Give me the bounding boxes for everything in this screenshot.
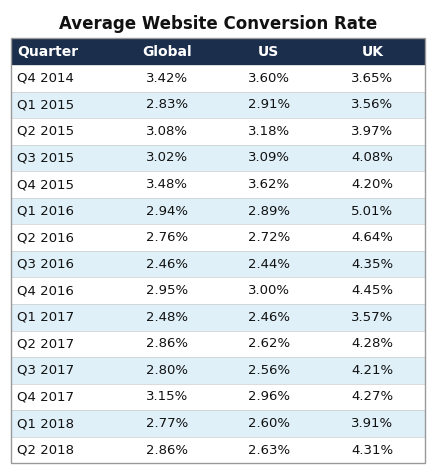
Text: Q2 2016: Q2 2016: [17, 231, 74, 244]
Text: 2.56%: 2.56%: [248, 364, 290, 377]
Bar: [11, 251, 425, 278]
Text: 2.76%: 2.76%: [146, 231, 188, 244]
Text: Q2 2017: Q2 2017: [17, 337, 74, 350]
Bar: [11, 331, 425, 357]
Text: 3.57%: 3.57%: [351, 311, 393, 324]
Text: 4.20%: 4.20%: [351, 178, 393, 191]
Text: Q3 2015: Q3 2015: [17, 151, 74, 165]
Bar: [11, 91, 425, 118]
Text: 2.46%: 2.46%: [248, 311, 290, 324]
Text: 3.65%: 3.65%: [351, 72, 393, 85]
Text: Q4 2014: Q4 2014: [17, 72, 74, 85]
Text: UK: UK: [361, 45, 383, 59]
Text: Q4 2017: Q4 2017: [17, 391, 74, 403]
Text: 2.94%: 2.94%: [146, 204, 188, 218]
Text: 3.15%: 3.15%: [146, 391, 188, 403]
Bar: [11, 118, 425, 145]
Text: 4.45%: 4.45%: [351, 284, 393, 297]
Bar: [11, 171, 425, 198]
Text: 2.63%: 2.63%: [248, 444, 290, 457]
Text: Quarter: Quarter: [17, 45, 78, 59]
Text: 3.60%: 3.60%: [248, 72, 290, 85]
Text: Q1 2016: Q1 2016: [17, 204, 74, 218]
Text: 5.01%: 5.01%: [351, 204, 393, 218]
Text: 4.31%: 4.31%: [351, 444, 393, 457]
Text: 3.56%: 3.56%: [351, 98, 393, 111]
Text: Q3 2016: Q3 2016: [17, 257, 74, 271]
Text: 2.77%: 2.77%: [146, 417, 188, 430]
Bar: [11, 384, 425, 410]
Text: Q4 2015: Q4 2015: [17, 178, 74, 191]
Text: 2.83%: 2.83%: [146, 98, 188, 111]
Bar: [11, 437, 425, 463]
Bar: [218, 38, 320, 65]
Text: Q3 2017: Q3 2017: [17, 364, 74, 377]
Text: 3.97%: 3.97%: [351, 125, 393, 138]
Text: Q2 2015: Q2 2015: [17, 125, 74, 138]
Bar: [11, 304, 425, 331]
Text: 3.02%: 3.02%: [146, 151, 188, 165]
Text: 2.60%: 2.60%: [248, 417, 290, 430]
Text: 2.48%: 2.48%: [146, 311, 188, 324]
Text: 2.46%: 2.46%: [146, 257, 188, 271]
Bar: [11, 65, 425, 91]
Text: 3.91%: 3.91%: [351, 417, 393, 430]
Text: Global: Global: [143, 45, 192, 59]
Text: 2.91%: 2.91%: [248, 98, 290, 111]
Bar: [320, 38, 425, 65]
Text: 3.09%: 3.09%: [248, 151, 290, 165]
Bar: [11, 410, 425, 437]
Text: 2.80%: 2.80%: [146, 364, 188, 377]
Text: US: US: [258, 45, 279, 59]
Text: 4.27%: 4.27%: [351, 391, 393, 403]
Text: 4.08%: 4.08%: [351, 151, 393, 165]
Text: 2.86%: 2.86%: [146, 337, 188, 350]
Text: Q1 2017: Q1 2017: [17, 311, 74, 324]
Bar: [11, 224, 425, 251]
Text: 3.00%: 3.00%: [248, 284, 290, 297]
Bar: [116, 38, 218, 65]
Text: Average Website Conversion Rate: Average Website Conversion Rate: [59, 15, 377, 33]
Text: Q1 2015: Q1 2015: [17, 98, 74, 111]
Text: 2.86%: 2.86%: [146, 444, 188, 457]
Bar: [11, 198, 425, 224]
Bar: [11, 38, 116, 65]
Text: 4.35%: 4.35%: [351, 257, 393, 271]
Text: 3.18%: 3.18%: [248, 125, 290, 138]
Text: 4.21%: 4.21%: [351, 364, 393, 377]
Text: 4.28%: 4.28%: [351, 337, 393, 350]
Bar: [11, 144, 425, 171]
Text: Q1 2018: Q1 2018: [17, 417, 74, 430]
Text: 4.64%: 4.64%: [351, 231, 393, 244]
Text: 2.96%: 2.96%: [248, 391, 290, 403]
Text: 3.42%: 3.42%: [146, 72, 188, 85]
Text: 3.62%: 3.62%: [248, 178, 290, 191]
Text: 2.72%: 2.72%: [248, 231, 290, 244]
Text: 3.08%: 3.08%: [146, 125, 188, 138]
Text: Q4 2016: Q4 2016: [17, 284, 74, 297]
Text: 2.44%: 2.44%: [248, 257, 290, 271]
Text: 2.62%: 2.62%: [248, 337, 290, 350]
Text: 3.48%: 3.48%: [146, 178, 188, 191]
Bar: [11, 278, 425, 304]
Text: 2.89%: 2.89%: [248, 204, 290, 218]
Bar: [11, 357, 425, 384]
Text: Q2 2018: Q2 2018: [17, 444, 74, 457]
Text: 2.95%: 2.95%: [146, 284, 188, 297]
